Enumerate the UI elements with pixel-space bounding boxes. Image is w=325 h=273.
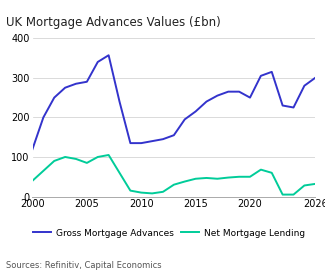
Gross Mortgage Advances — [237, 90, 241, 93]
Net Mortgage Lending — [237, 175, 241, 179]
Net Mortgage Lending — [204, 176, 208, 180]
Gross Mortgage Advances — [259, 74, 263, 78]
Gross Mortgage Advances — [74, 82, 78, 85]
Net Mortgage Lending — [150, 192, 154, 195]
Gross Mortgage Advances — [150, 140, 154, 143]
Gross Mortgage Advances — [41, 116, 45, 119]
Net Mortgage Lending — [259, 168, 263, 171]
Gross Mortgage Advances — [139, 141, 143, 145]
Net Mortgage Lending — [292, 193, 295, 196]
Net Mortgage Lending — [248, 175, 252, 179]
Net Mortgage Lending — [194, 177, 198, 180]
Gross Mortgage Advances — [31, 147, 34, 151]
Net Mortgage Lending — [161, 190, 165, 194]
Net Mortgage Lending — [118, 171, 122, 174]
Gross Mortgage Advances — [172, 133, 176, 137]
Gross Mortgage Advances — [85, 80, 89, 84]
Text: UK Mortgage Advances Values (£bn): UK Mortgage Advances Values (£bn) — [6, 16, 221, 29]
Net Mortgage Lending — [172, 183, 176, 186]
Net Mortgage Lending — [183, 180, 187, 183]
Legend: Gross Mortgage Advances, Net Mortgage Lending: Gross Mortgage Advances, Net Mortgage Le… — [30, 225, 308, 241]
Net Mortgage Lending — [139, 191, 143, 194]
Gross Mortgage Advances — [63, 86, 67, 89]
Net Mortgage Lending — [31, 179, 34, 182]
Gross Mortgage Advances — [107, 54, 111, 57]
Gross Mortgage Advances — [303, 84, 306, 87]
Net Mortgage Lending — [226, 176, 230, 179]
Line: Gross Mortgage Advances: Gross Mortgage Advances — [32, 55, 315, 149]
Gross Mortgage Advances — [248, 96, 252, 99]
Gross Mortgage Advances — [292, 106, 295, 109]
Net Mortgage Lending — [41, 169, 45, 173]
Gross Mortgage Advances — [161, 138, 165, 141]
Net Mortgage Lending — [74, 157, 78, 161]
Net Mortgage Lending — [270, 171, 274, 174]
Net Mortgage Lending — [313, 182, 317, 186]
Net Mortgage Lending — [63, 155, 67, 159]
Gross Mortgage Advances — [52, 96, 56, 99]
Net Mortgage Lending — [96, 155, 100, 159]
Gross Mortgage Advances — [215, 94, 219, 97]
Gross Mortgage Advances — [226, 90, 230, 93]
Gross Mortgage Advances — [128, 141, 132, 145]
Gross Mortgage Advances — [204, 100, 208, 103]
Text: Sources: Refinitiv, Capital Economics: Sources: Refinitiv, Capital Economics — [6, 261, 162, 270]
Gross Mortgage Advances — [118, 100, 122, 103]
Net Mortgage Lending — [128, 189, 132, 192]
Gross Mortgage Advances — [96, 60, 100, 64]
Gross Mortgage Advances — [313, 76, 317, 79]
Gross Mortgage Advances — [183, 118, 187, 121]
Line: Net Mortgage Lending: Net Mortgage Lending — [32, 155, 315, 195]
Net Mortgage Lending — [85, 161, 89, 165]
Net Mortgage Lending — [303, 184, 306, 187]
Net Mortgage Lending — [215, 177, 219, 180]
Gross Mortgage Advances — [281, 104, 285, 107]
Net Mortgage Lending — [52, 159, 56, 162]
Net Mortgage Lending — [281, 193, 285, 196]
Gross Mortgage Advances — [194, 110, 198, 113]
Gross Mortgage Advances — [270, 70, 274, 73]
Net Mortgage Lending — [107, 153, 111, 157]
